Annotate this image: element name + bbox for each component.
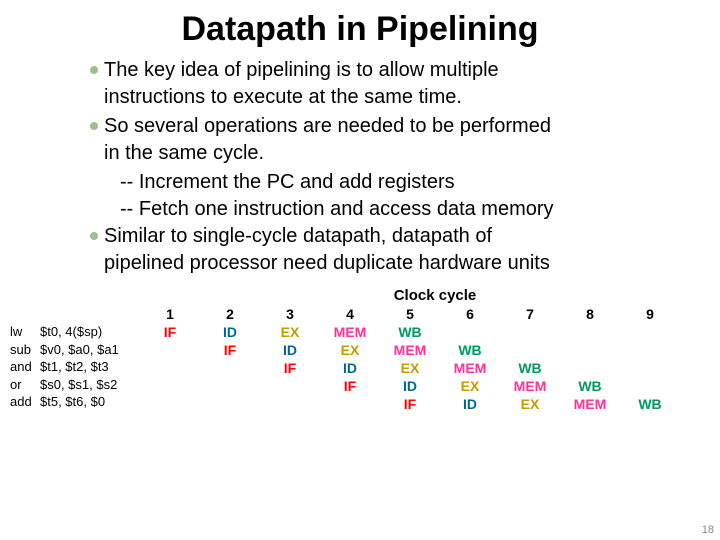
pipeline-stage-cell: WB (620, 396, 680, 412)
cycle-header-cell: 4 (320, 306, 380, 322)
cycle-header-cell: 3 (260, 306, 320, 322)
instruction-mnemonic: add (10, 393, 40, 411)
cycle-header-cell: 6 (440, 306, 500, 322)
cycle-header-cell: 7 (500, 306, 560, 322)
cycle-header-row: 123456789 (140, 305, 680, 323)
instruction-row: sub$v0, $a0, $a1 (10, 341, 119, 359)
pipeline-stage-cell: ID (380, 378, 440, 394)
bullet-item: The key idea of pipelining is to allow m… (90, 57, 700, 111)
instruction-args: $t0, 4($sp) (40, 324, 102, 339)
instruction-args: $s0, $s1, $s2 (40, 377, 117, 392)
instruction-row: lw$t0, 4($sp) (10, 323, 119, 341)
pipeline-stage-cell: MEM (320, 324, 380, 340)
instruction-row: and$t1, $t2, $t3 (10, 358, 119, 376)
page-title: Datapath in Pipelining (0, 0, 720, 57)
instruction-row: or$s0, $s1, $s2 (10, 376, 119, 394)
page-number: 18 (702, 524, 714, 536)
pipeline-stage-cell: EX (440, 378, 500, 394)
pipeline-stage-cell: IF (320, 378, 380, 394)
instruction-mnemonic: and (10, 358, 40, 376)
pipeline-stage-cell: MEM (440, 360, 500, 376)
pipeline-stage-cell: EX (380, 360, 440, 376)
pipeline-row: IFIDEXMEMWB (140, 395, 680, 413)
pipeline-stage-cell: ID (320, 360, 380, 376)
cycle-header-cell: 2 (200, 306, 260, 322)
pipeline-row: IFIDEXMEMWB (140, 377, 680, 395)
bullet-dot-icon (90, 232, 98, 240)
pipeline-stage-cell: WB (380, 324, 440, 340)
pipeline-stage-cell: IF (380, 396, 440, 412)
bullet-text: The key idea of pipelining is to allow m… (104, 57, 499, 111)
bullet-subline: -- Fetch one instruction and access data… (90, 196, 700, 223)
instruction-args: $t1, $t2, $t3 (40, 359, 109, 374)
bullet-text: Similar to single-cycle datapath, datapa… (104, 223, 550, 277)
instruction-row: add$t5, $t6, $0 (10, 393, 119, 411)
instruction-mnemonic: lw (10, 323, 40, 341)
pipeline-row: IFIDEXMEMWB (140, 341, 680, 359)
pipeline-stage-cell: EX (500, 396, 560, 412)
pipeline-stage-cell: ID (440, 396, 500, 412)
bullet-dot-icon (90, 122, 98, 130)
cycle-header-cell: 1 (140, 306, 200, 322)
pipeline-stage-cell: IF (260, 360, 320, 376)
pipeline-stage-cell: WB (560, 378, 620, 394)
bullet-subline: -- Increment the PC and add registers (90, 169, 700, 196)
bullet-list: The key idea of pipelining is to allow m… (0, 57, 720, 277)
instruction-mnemonic: sub (10, 341, 40, 359)
pipeline-row: IFIDEXMEMWB (140, 359, 680, 377)
pipeline-stage-cell: MEM (560, 396, 620, 412)
pipeline-stage-cell: MEM (380, 342, 440, 358)
pipeline-stage-cell: EX (260, 324, 320, 340)
bullet-item: So several operations are needed to be p… (90, 113, 700, 167)
cycle-header-cell: 5 (380, 306, 440, 322)
pipeline-stage-cell: IF (200, 342, 260, 358)
pipeline-stage-cell: IF (140, 324, 200, 340)
instruction-args: $v0, $a0, $a1 (40, 342, 119, 357)
pipeline-diagram: Clock cycle 123456789IFIDEXMEMWBIFIDEXME… (0, 287, 720, 304)
pipeline-stage-cell: MEM (500, 378, 560, 394)
instruction-list: lw$t0, 4($sp)sub$v0, $a0, $a1and$t1, $t2… (10, 323, 119, 411)
pipeline-grid: 123456789IFIDEXMEMWBIFIDEXMEMWBIFIDEXMEM… (140, 305, 680, 413)
instruction-args: $t5, $t6, $0 (40, 394, 105, 409)
pipeline-stage-cell: ID (200, 324, 260, 340)
cycle-header-cell: 8 (560, 306, 620, 322)
pipeline-row: IFIDEXMEMWB (140, 323, 680, 341)
pipeline-stage-cell: ID (260, 342, 320, 358)
bullet-item: Similar to single-cycle datapath, datapa… (90, 223, 700, 277)
bullet-dot-icon (90, 66, 98, 74)
clock-cycle-label: Clock cycle (150, 287, 720, 304)
pipeline-stage-cell: EX (320, 342, 380, 358)
cycle-header-cell: 9 (620, 306, 680, 322)
pipeline-stage-cell: WB (440, 342, 500, 358)
instruction-mnemonic: or (10, 376, 40, 394)
bullet-text: So several operations are needed to be p… (104, 113, 551, 167)
pipeline-stage-cell: WB (500, 360, 560, 376)
